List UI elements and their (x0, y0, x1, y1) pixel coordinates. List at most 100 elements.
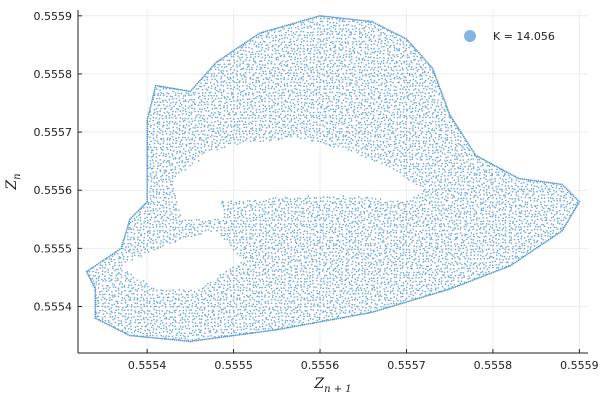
data-point (210, 128, 213, 130)
data-point (220, 76, 223, 78)
data-point (494, 194, 497, 196)
data-point (437, 105, 440, 108)
data-point (390, 132, 393, 135)
data-point (236, 129, 238, 132)
data-point (159, 196, 162, 199)
data-point (427, 100, 429, 103)
data-point (274, 129, 277, 132)
data-point (419, 175, 422, 178)
data-point (486, 219, 489, 222)
data-point (262, 40, 265, 43)
data-point (316, 107, 319, 110)
data-point (415, 153, 418, 155)
data-point (351, 75, 354, 77)
data-point (245, 94, 247, 96)
data-point (190, 113, 192, 115)
data-point (174, 175, 177, 178)
data-point (225, 121, 228, 123)
data-point (258, 209, 261, 212)
data-point (428, 97, 430, 99)
data-point (289, 38, 292, 41)
data-point (371, 97, 373, 100)
data-point (328, 143, 331, 146)
data-point (134, 219, 136, 221)
data-point (389, 225, 392, 227)
data-point (272, 110, 275, 113)
data-point (175, 97, 178, 100)
data-point (188, 124, 190, 127)
data-point (395, 224, 398, 226)
data-point (238, 107, 241, 109)
data-point (229, 211, 232, 213)
data-point (368, 216, 370, 218)
data-point (409, 85, 412, 87)
data-point (219, 129, 222, 132)
data-point (259, 87, 262, 90)
data-point (231, 92, 234, 95)
data-point (428, 137, 431, 139)
data-point (159, 188, 162, 191)
data-point (546, 222, 549, 225)
data-point (345, 55, 348, 58)
data-point (219, 111, 222, 114)
data-point (364, 85, 366, 88)
data-point (446, 209, 449, 212)
data-point (188, 142, 191, 145)
data-point (418, 134, 421, 137)
data-point (258, 214, 261, 216)
data-point (361, 34, 364, 36)
data-point (303, 50, 305, 53)
data-point (184, 94, 187, 97)
data-point (363, 69, 366, 71)
data-point (437, 114, 439, 117)
data-point (200, 82, 203, 85)
data-point (162, 210, 165, 212)
data-point (393, 77, 396, 80)
data-point (402, 88, 404, 91)
data-point (242, 222, 245, 225)
data-point (374, 153, 377, 155)
data-point (335, 206, 337, 208)
data-point (444, 137, 447, 140)
data-point (441, 188, 443, 190)
data-point (462, 155, 464, 158)
data-point (185, 223, 188, 226)
data-point (258, 63, 261, 66)
data-point (540, 197, 543, 199)
data-point (392, 149, 395, 152)
data-point (175, 172, 177, 174)
data-point (283, 54, 286, 56)
data-point (355, 207, 357, 210)
data-point (358, 68, 361, 71)
data-point (440, 181, 442, 183)
data-point (383, 107, 386, 110)
data-point (485, 161, 487, 164)
data-point (342, 219, 345, 221)
data-point (438, 170, 440, 173)
data-point (155, 188, 158, 191)
data-point (307, 207, 309, 210)
data-point (271, 200, 274, 203)
data-point (206, 76, 209, 79)
data-point (395, 158, 398, 160)
data-point (502, 217, 505, 220)
data-point (436, 194, 439, 197)
data-point (412, 167, 415, 170)
data-point (155, 146, 158, 149)
data-point (367, 111, 370, 114)
data-point (518, 223, 521, 226)
data-point (467, 165, 470, 168)
data-point (302, 210, 304, 213)
data-point (364, 128, 366, 130)
data-point (254, 41, 257, 43)
data-point (157, 162, 159, 164)
data-point (303, 127, 306, 130)
data-point (323, 125, 326, 128)
data-point (290, 81, 292, 84)
data-point (485, 184, 488, 187)
data-point (378, 215, 381, 218)
data-point (540, 193, 543, 196)
data-point (326, 50, 328, 52)
data-point (217, 218, 219, 221)
data-point (191, 120, 194, 123)
